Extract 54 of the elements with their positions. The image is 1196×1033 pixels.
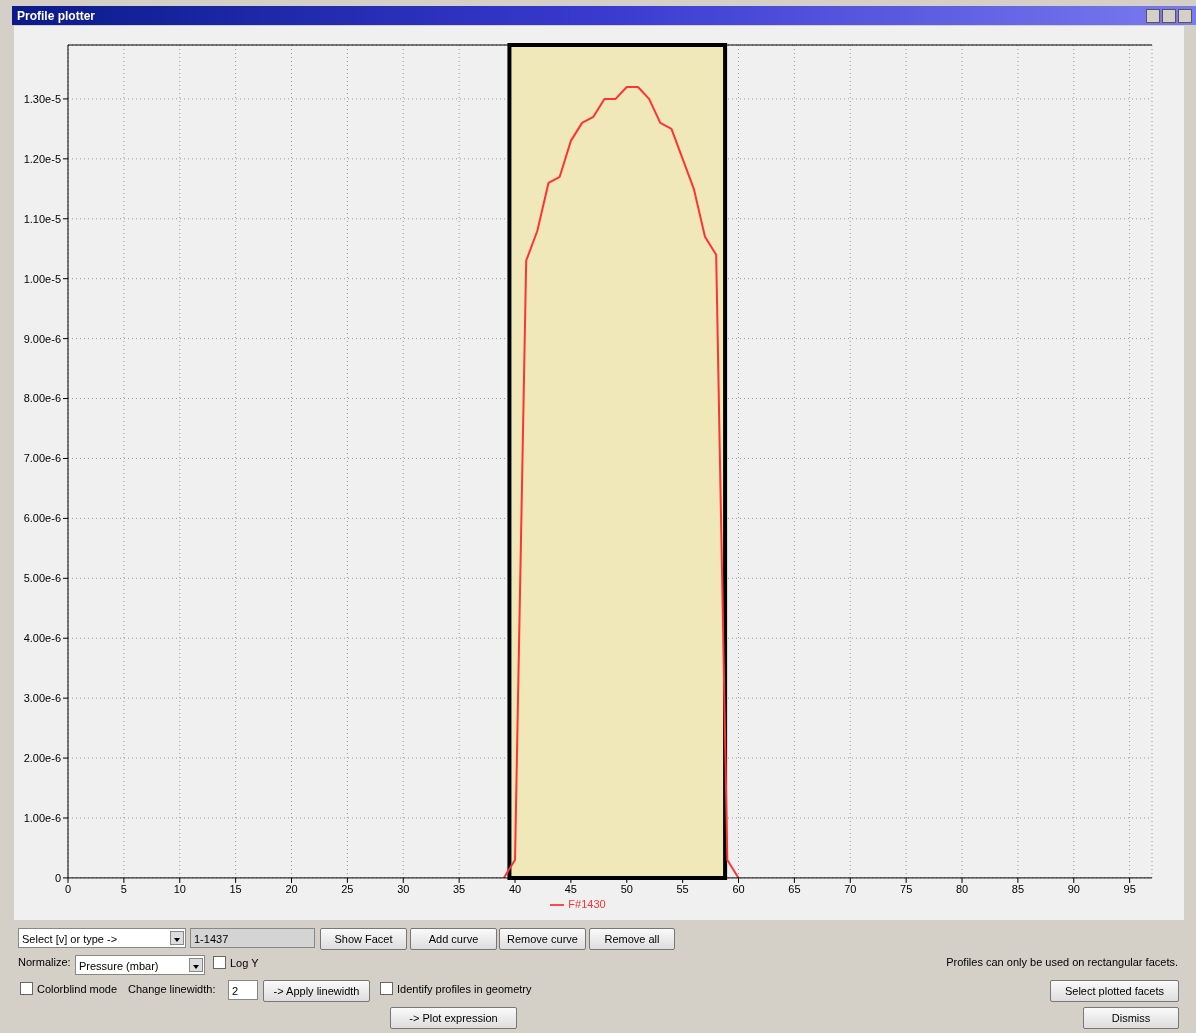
text: -> Plot expression [409,1012,498,1024]
x-tick-label: 30 [397,882,410,895]
y-tick-label: 2.00e-6 [23,751,61,764]
text: Change linewidth: [128,983,216,995]
y-tick-label: 3.00e-6 [23,692,61,705]
x-tick-label: 15 [229,882,242,895]
x-tick-label: 85 [1011,882,1025,895]
text: Remove all [604,933,660,945]
x-tick-label: 95 [1123,882,1136,895]
x-tick-label: 70 [844,882,857,895]
y-tick-label: 1.10e-5 [23,212,61,225]
text: Pressure (mbar) [79,960,159,972]
text: Normalize: [18,956,71,968]
text: 1-1437 [194,933,229,945]
x-tick-label: 40 [508,882,522,895]
x-tick-label: 90 [1067,882,1080,895]
x-tick-label: 75 [900,882,913,895]
x-tick-label: 45 [564,882,578,895]
y-tick-label: 5.00e-6 [23,572,61,585]
x-tick-label: 0 [64,882,72,895]
text: Dismiss [1111,1012,1151,1024]
y-tick-label: 8.00e-6 [23,392,61,405]
x-tick-label: 65 [788,882,801,895]
y-tick-label: 1.00e-5 [23,272,61,285]
x-tick-label: 5 [120,882,127,895]
y-tick-label: 1.30e-5 [23,92,61,105]
x-tick-label: 50 [620,882,633,895]
y-tick-label: 9.00e-6 [23,332,61,345]
y-tick-label: 4.00e-6 [23,632,61,645]
text: Profiles can only be used on rectangular facets. [946,956,1178,968]
text: Select plotted facets [1064,985,1165,997]
text: Colorblind mode [37,982,118,995]
x-tick-label: 35 [453,882,466,895]
text: Show Facet [334,933,393,945]
text: -> Apply linewidth [273,985,360,997]
x-tick-label: 10 [173,882,186,895]
text: 2 [232,985,239,997]
x-tick-label: 20 [285,882,298,895]
chart-title: Profile plotter [17,9,96,23]
y-tick-label: 0 [54,871,61,884]
x-tick-label: 25 [341,882,354,895]
text: Select [v] or type -> [22,933,118,945]
text: Add curve [428,933,479,945]
x-tick-label: 80 [955,882,969,895]
x-tick-label: 60 [732,882,745,895]
text: Remove curve [507,933,578,945]
legend-label: F#1430 [568,897,606,910]
text: Identify profiles in geometry [397,982,532,995]
y-tick-label: 6.00e-6 [23,512,61,525]
y-tick-label: 1.00e-6 [23,811,61,824]
text: Log Y [230,956,259,969]
x-tick-label: 55 [676,882,689,895]
y-tick-label: 7.00e-6 [23,452,61,465]
y-tick-label: 1.20e-5 [23,152,61,165]
